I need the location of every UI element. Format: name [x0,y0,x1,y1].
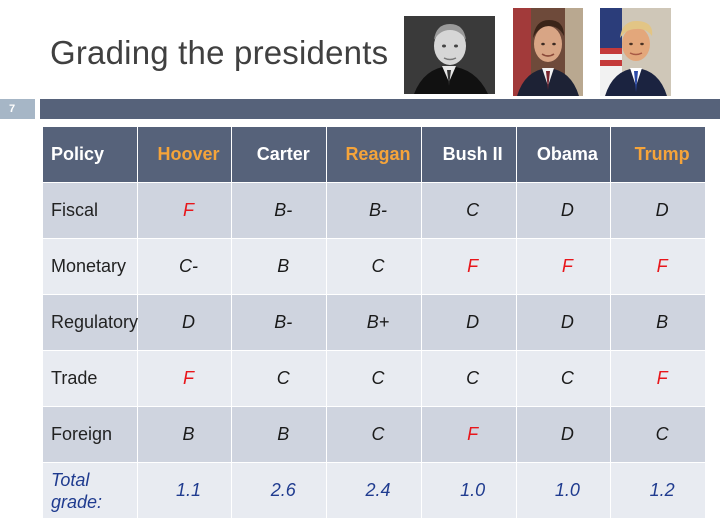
total-label-line2: grade: [51,491,103,512]
table-header-row: Policy Hoover Carter Reagan Bush II Obam… [42,126,706,183]
row-label: Regulatory [42,294,138,351]
reagan-photo [513,8,583,96]
grade-cell: F [515,238,612,295]
grade-cell: B- [231,294,328,351]
grades-table: Policy Hoover Carter Reagan Bush II Obam… [42,126,706,519]
grade-cell: D [515,406,612,463]
column-header-obama: Obama [515,126,612,183]
slide-title: Grading the presidents [50,34,389,71]
total-grade-cell: 2.6 [231,462,328,519]
grade-cell: B- [326,182,422,239]
grade-cell: B [231,406,328,463]
column-header-carter: Carter [231,126,328,183]
column-header-reagan: Reagan [326,126,422,183]
total-grade-cell: 1.1 [136,462,233,519]
grade-cell: D [610,182,706,239]
row-label: Foreign [42,406,138,463]
grade-cell: D [136,294,233,351]
grade-cell: C [610,406,706,463]
grade-cell: C [326,406,422,463]
grade-cell: F [610,350,706,407]
total-grade-cell: 1.0 [420,462,517,519]
grade-cell: D [420,294,517,351]
grade-cell: F [420,406,517,463]
table-row: Regulatory D B- B+ D D B [42,294,706,351]
grade-cell: F [610,238,706,295]
page-number: 7 [0,99,35,119]
table-row: Foreign B B C F D C [42,406,706,463]
table-row: Fiscal F B- B- C D D [42,182,706,239]
column-header-trump: Trump [610,126,706,183]
trump-photo [600,8,671,96]
grade-cell: C [326,238,422,295]
grade-cell: B- [231,182,328,239]
table-row: Trade F C C C C F [42,350,706,407]
column-header-policy: Policy [42,126,138,183]
grade-cell: B+ [326,294,422,351]
total-grade-cell: 1.2 [610,462,706,519]
grade-cell: C- [136,238,233,295]
total-grade-cell: 2.4 [326,462,422,519]
grade-cell: F [136,350,233,407]
row-label: Trade [42,350,138,407]
total-grade-cell: 1.0 [515,462,612,519]
column-header-hoover: Hoover [136,126,233,183]
grade-cell: B [231,238,328,295]
table-row: Monetary C- B C F F F [42,238,706,295]
grade-cell: F [136,182,233,239]
grade-cell: B [610,294,706,351]
total-grade-row: Total grade: 1.1 2.6 2.4 1.0 1.0 1.2 [42,462,706,519]
column-header-bush: Bush II [420,126,517,183]
grade-cell: C [420,350,517,407]
grade-cell: C [326,350,422,407]
header-divider-bar [40,99,720,119]
hoover-photo [404,16,495,94]
grade-cell: B [136,406,233,463]
grade-cell: D [515,182,612,239]
grade-cell: C [231,350,328,407]
row-label: Monetary [42,238,138,295]
grade-cell: C [420,182,517,239]
grade-cell: F [420,238,517,295]
grade-cell: D [515,294,612,351]
total-label-line1: Total [51,469,90,490]
grade-cell: C [515,350,612,407]
row-label: Fiscal [42,182,138,239]
total-grade-label: Total grade: [42,462,138,519]
